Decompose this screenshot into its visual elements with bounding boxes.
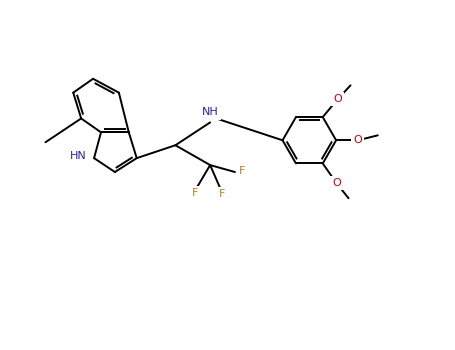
Text: O: O (332, 178, 341, 188)
Text: O: O (333, 94, 342, 104)
Text: NH: NH (202, 107, 218, 118)
Text: F: F (239, 166, 245, 176)
Text: F: F (192, 188, 198, 198)
Text: F: F (219, 189, 225, 199)
Text: HN: HN (69, 151, 86, 161)
Text: O: O (354, 135, 362, 145)
